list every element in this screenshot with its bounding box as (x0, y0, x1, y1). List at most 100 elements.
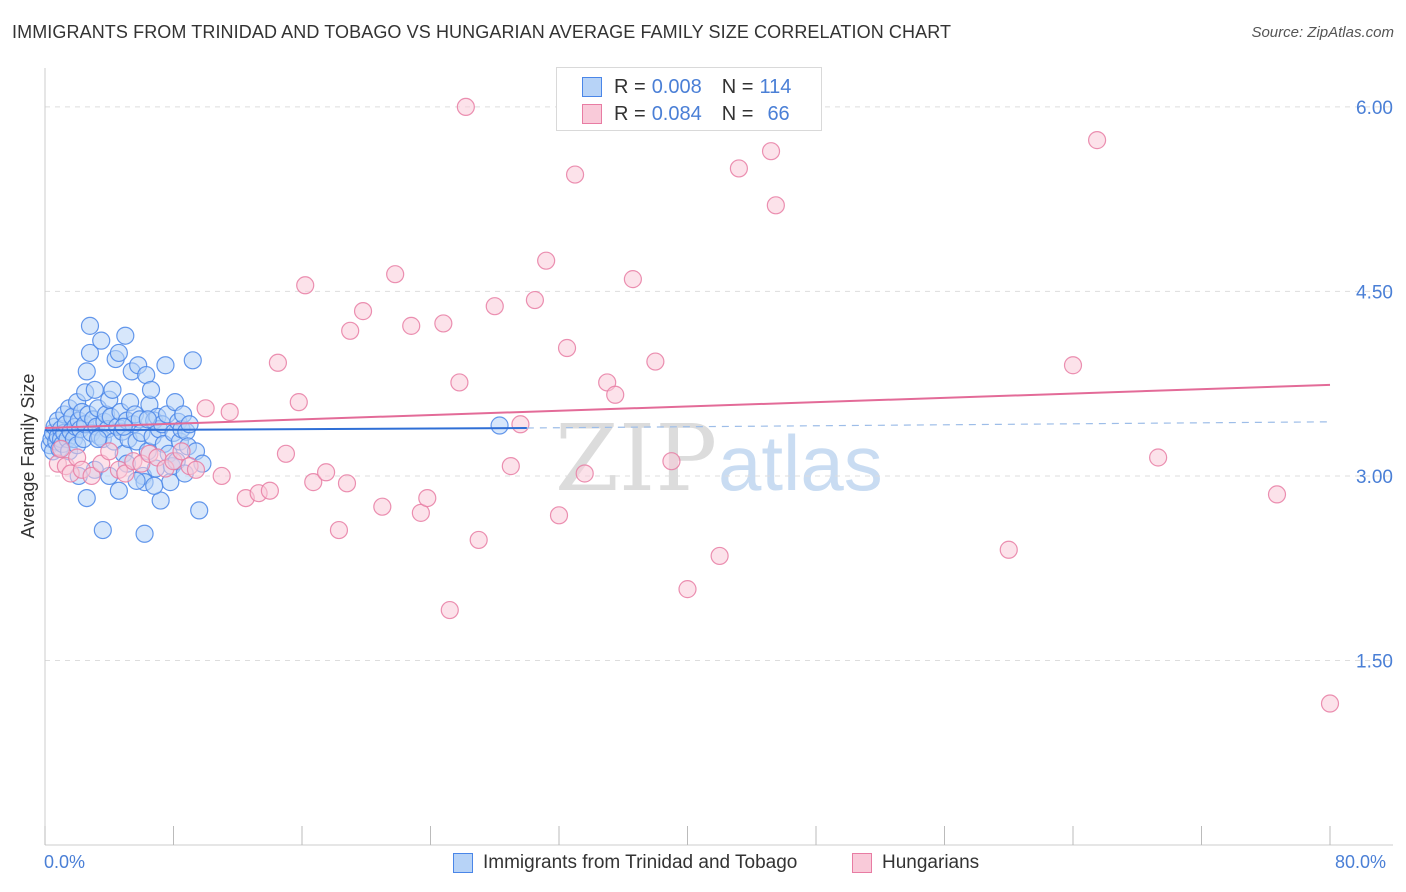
data-point (490, 416, 509, 435)
legend-label: Immigrants from Trinidad and Tobago (483, 852, 798, 873)
data-point (329, 520, 349, 540)
data-point (109, 343, 128, 363)
data-point (145, 476, 164, 495)
stats-row-hungarians: R = 0.084 N = 66 (582, 101, 790, 127)
data-point (268, 353, 288, 372)
data-point (304, 473, 323, 492)
data-point (999, 540, 1018, 559)
grid-lines (44, 68, 1390, 845)
data-point (337, 474, 357, 493)
data-point (456, 97, 475, 117)
data-point (662, 452, 681, 471)
data-point (77, 488, 96, 508)
data-point (114, 417, 133, 436)
series-hungarians-points (48, 97, 1340, 713)
data-point (316, 463, 336, 482)
data-point (135, 524, 154, 543)
data-point (729, 159, 749, 178)
data-point (82, 466, 101, 486)
data-point (537, 251, 556, 270)
source-credit: Source: ZipAtlas.com (1251, 24, 1394, 41)
x-min-label: 0.0% (44, 852, 86, 872)
y-tick-labels: 1.50 3.00 4.50 6.00 (1356, 98, 1393, 673)
watermark-zip: ZIP (555, 405, 717, 512)
legend: Immigrants from Trinidad and Tobago Hung… (0, 852, 1406, 878)
data-point (469, 530, 488, 550)
data-point (402, 316, 421, 335)
data-point (761, 142, 781, 161)
data-point (289, 393, 308, 412)
data-point (485, 297, 504, 316)
blue-swatch (582, 77, 602, 97)
trend-lines (44, 383, 1331, 432)
data-point (501, 457, 520, 476)
data-point (678, 580, 697, 599)
stats-row-trinidad: R = 0.008 N = 114 (582, 74, 791, 100)
data-point (557, 338, 577, 358)
data-point (51, 439, 71, 458)
data-point (183, 351, 202, 370)
data-point (353, 302, 373, 321)
blue-swatch (453, 853, 473, 873)
pink-swatch (852, 853, 872, 873)
data-point (1063, 356, 1083, 375)
data-point (710, 546, 729, 566)
watermark-atlas: atlas (718, 419, 883, 507)
data-point (1149, 448, 1168, 467)
data-point (172, 442, 191, 461)
data-point (77, 362, 96, 381)
data-point (196, 399, 215, 418)
data-point (260, 481, 279, 500)
data-point (565, 165, 585, 184)
n-label: N = (721, 75, 754, 98)
data-point (511, 415, 530, 434)
y-tick-label: 4.50 (1356, 282, 1393, 303)
data-point (156, 356, 175, 375)
data-point (296, 276, 315, 295)
data-point (80, 316, 100, 335)
x-max-label: 80.0% (1335, 852, 1387, 872)
data-point (80, 343, 100, 363)
r-value: 0.008 (651, 75, 702, 98)
chart-title: IMMIGRANTS FROM TRINIDAD AND TOBAGO VS H… (12, 22, 952, 42)
data-point (450, 373, 469, 392)
n-value: 114 (759, 75, 792, 98)
axes (44, 826, 1393, 846)
data-point (373, 497, 392, 516)
data-point (85, 380, 104, 399)
data-point (575, 464, 594, 483)
trend-line-hungarians (44, 383, 1331, 429)
data-point (341, 321, 360, 340)
data-point (92, 331, 111, 350)
data-point (1267, 485, 1287, 504)
data-point (186, 460, 206, 479)
data-point (212, 466, 231, 486)
data-point (418, 488, 437, 508)
data-point (116, 326, 135, 345)
r-label: R = (614, 102, 646, 125)
r-value: 0.084 (651, 102, 702, 125)
data-point (623, 270, 642, 289)
data-point (141, 380, 161, 399)
data-point (606, 385, 625, 404)
trend-extension-trinidad (526, 421, 1331, 429)
data-point (549, 506, 569, 525)
data-point (434, 314, 453, 333)
y-tick-label: 6.00 (1356, 98, 1393, 119)
data-point (525, 290, 545, 310)
data-point (386, 265, 405, 284)
watermark: ZIP atlas (555, 405, 883, 512)
pink-swatch (582, 104, 602, 124)
data-point (646, 352, 665, 371)
data-point (100, 442, 119, 461)
data-point (103, 380, 122, 399)
legend-item-hungarians: Hungarians (852, 852, 979, 874)
data-point (440, 600, 459, 620)
legend-item-trinidad: Immigrants from Trinidad and Tobago (453, 852, 797, 874)
trend-line-trinidad (44, 426, 527, 432)
data-point (766, 196, 785, 215)
y-axis-label: Average Family Size (18, 374, 38, 539)
n-label: N = (721, 102, 754, 125)
y-tick-label: 3.00 (1356, 467, 1393, 488)
